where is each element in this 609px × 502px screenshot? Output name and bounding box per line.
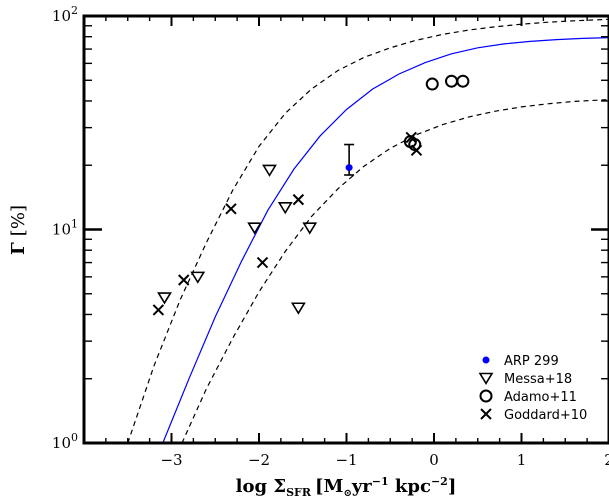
legend-label: ARP 299 [504, 354, 559, 369]
data-point-messa-18 [262, 164, 277, 177]
legend-label: Adamo+11 [504, 390, 577, 405]
y-axis-title: Γ[%] [8, 205, 29, 255]
x-tick-label: 2 [604, 451, 609, 469]
axis-ticks [84, 16, 609, 443]
data-point-goddard-10 [405, 131, 417, 144]
legend-marker-messa-18 [478, 372, 494, 385]
data-point-messa-18 [190, 271, 206, 284]
y-tick-label: 102 [52, 4, 78, 25]
data-point-adamo-11 [425, 77, 439, 91]
data-point-messa-18 [290, 302, 306, 315]
x-tick-label: −2 [248, 451, 270, 469]
data-point-goddard-10 [410, 144, 423, 156]
data-point-goddard-10 [152, 304, 165, 316]
y-tick-label: 100 [52, 431, 78, 452]
x-tick-label: 0 [429, 451, 439, 469]
legend-marker-adamo-11 [479, 389, 493, 403]
legend-label: Messa+18 [504, 372, 572, 387]
legend-marker-arp-299 [482, 356, 490, 364]
data-point-goddard-10 [178, 274, 190, 286]
data-point-arp-299 [345, 164, 353, 172]
model-curve-solid [162, 37, 609, 443]
data-point-messa-18 [302, 222, 318, 235]
tick-labels: −3 −2 −1 0 1 2 100 101 102 [52, 4, 609, 469]
data-point-adamo-11 [445, 74, 458, 88]
legend-marker-goddard-10 [480, 408, 492, 420]
legend-entry-messa-18: Messa+18 [478, 372, 572, 387]
data-point-goddard-10 [292, 193, 305, 206]
model-curve-dashed-2 [181, 99, 609, 443]
data-point-goddard-10 [256, 256, 269, 269]
data-point-messa-18 [277, 202, 293, 215]
legend-entry-arp-299: ARP 299 [482, 354, 559, 369]
model-curves [127, 18, 609, 443]
x-tick-label: −3 [160, 451, 182, 469]
data-points [152, 74, 470, 316]
x-tick-label: −1 [335, 451, 357, 469]
legend-entry-adamo-11: Adamo+11 [479, 389, 577, 405]
y-tick-label: 101 [52, 218, 78, 239]
data-point-adamo-11 [456, 74, 470, 88]
data-point-messa-18 [247, 222, 263, 235]
data-point-messa-18 [157, 292, 172, 305]
legend-label: Goddard+10 [504, 408, 587, 423]
legend-entry-goddard-10: Goddard+10 [480, 408, 587, 423]
legend: ARP 299 Messa+18 Adamo+11 Goddard+10 [478, 354, 587, 423]
x-axis-title: log ΣSFR [M⊙yr−1 kpc−2] [236, 475, 457, 499]
x-tick-label: 1 [517, 451, 527, 469]
data-point-adamo-11 [408, 138, 422, 152]
data-point-goddard-10 [225, 203, 237, 215]
